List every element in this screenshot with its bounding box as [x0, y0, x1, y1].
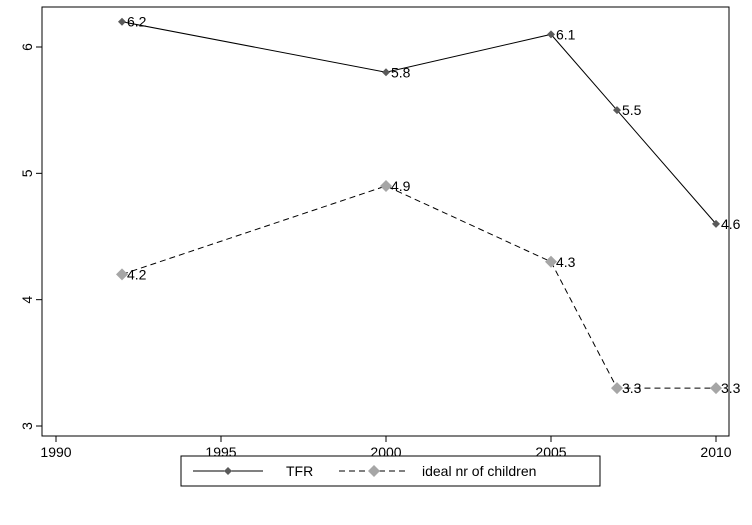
- y-axis: 3 4 5 6: [19, 43, 42, 430]
- data-point-tfr: [382, 68, 390, 77]
- data-point-ideal-nr-of-children: [545, 255, 557, 268]
- legend-marker-ideal-nr-of-children: [368, 465, 380, 477]
- data-label-tfr: 4.6: [721, 216, 741, 232]
- data-label-ideal-nr-of-children: 3.3: [721, 380, 741, 396]
- data-point-ideal-nr-of-children: [116, 268, 128, 281]
- y-tick-label: 4: [19, 296, 35, 304]
- data-label-tfr: 5.5: [622, 102, 642, 118]
- data-point-tfr: [547, 30, 555, 39]
- data-point-ideal-nr-of-children: [380, 179, 392, 192]
- data-label-ideal-nr-of-children: 3.3: [622, 380, 642, 396]
- x-tick-label: 2010: [700, 444, 731, 460]
- legend-marker-tfr: [224, 467, 232, 475]
- data-point-ideal-nr-of-children: [710, 382, 722, 395]
- data-point-tfr: [613, 106, 621, 115]
- legend: TFR ideal nr of children: [180, 455, 601, 487]
- data-label-tfr: 6.2: [127, 14, 147, 30]
- data-label-tfr: 5.8: [391, 64, 411, 80]
- series-tfr: 6.2 5.8 6.1 5.5 4.6: [118, 14, 741, 232]
- series-ideal-nr-of-children: 4.2 4.9 4.3 3.3 3.3: [116, 178, 741, 396]
- x-tick-label: 1990: [40, 444, 71, 460]
- plot-frame: [41, 6, 730, 437]
- y-tick-label: 5: [19, 169, 35, 177]
- data-label-ideal-nr-of-children: 4.3: [556, 254, 576, 270]
- data-point-tfr: [118, 17, 126, 26]
- y-tick-label: 6: [19, 43, 35, 51]
- data-label-ideal-nr-of-children: 4.9: [391, 178, 411, 194]
- data-point-tfr: [712, 219, 720, 228]
- series-layer: 6.2 5.8 6.1 5.5 4.6 4.2 4.9 4.3 3.3 3.3: [116, 14, 741, 396]
- series-line-ideal-nr-of-children: [121, 185, 716, 389]
- data-label-tfr: 6.1: [556, 26, 576, 42]
- data-point-ideal-nr-of-children: [611, 382, 623, 395]
- legend-label-ideal-nr-of-children: ideal nr of children: [422, 463, 536, 479]
- data-label-ideal-nr-of-children: 4.2: [127, 266, 147, 282]
- legend-label-tfr: TFR: [286, 463, 313, 479]
- y-tick-label: 3: [19, 422, 35, 430]
